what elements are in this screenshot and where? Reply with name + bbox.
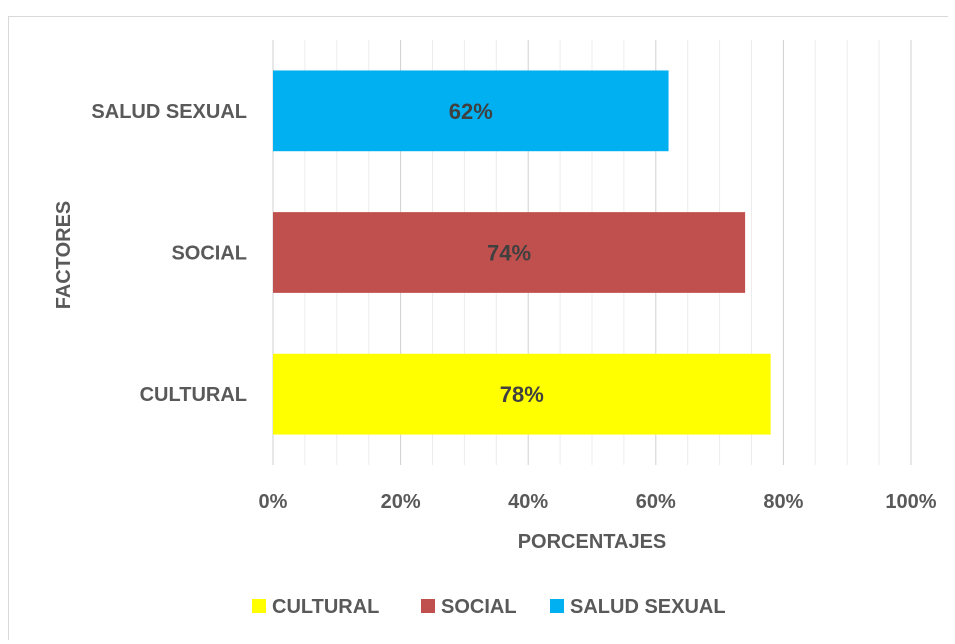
legend-swatch — [550, 599, 564, 613]
legend-label: SALUD SEXUAL — [570, 596, 726, 618]
x-axis-title: PORCENTAJES — [518, 531, 667, 553]
bars — [273, 70, 771, 435]
data-label: 78% — [500, 382, 544, 407]
legend-swatch — [252, 599, 266, 613]
x-tick-label: 20% — [381, 491, 421, 513]
category-label: SALUD SEXUAL — [91, 101, 247, 123]
x-tick-label: 100% — [885, 491, 936, 513]
x-tick-label: 60% — [636, 491, 676, 513]
x-tick-label: 80% — [763, 491, 803, 513]
bar-salud-sexual — [273, 70, 669, 152]
legend-label: CULTURAL — [272, 596, 379, 618]
x-tick-labels: 0% 20% 40% 60% 80% 100% — [259, 491, 937, 513]
legend: CULTURAL SOCIAL SALUD SEXUAL — [252, 596, 726, 618]
x-tick-label: 40% — [508, 491, 548, 513]
legend-swatch — [421, 599, 435, 613]
category-label: SOCIAL — [171, 243, 247, 265]
category-labels: CULTURAL SOCIAL SALUD SEXUAL — [91, 101, 247, 406]
bar-social — [273, 212, 746, 293]
data-labels: 78% 74% 62% — [449, 99, 544, 407]
data-label: 62% — [449, 99, 493, 124]
category-label: CULTURAL — [140, 384, 247, 406]
data-label: 74% — [487, 241, 531, 266]
chart-frame — [8, 16, 948, 640]
x-tick-label: 0% — [259, 491, 288, 513]
bar-cultural — [273, 353, 771, 435]
y-axis-title: FACTORES — [53, 201, 75, 310]
legend-label: SOCIAL — [441, 596, 517, 618]
